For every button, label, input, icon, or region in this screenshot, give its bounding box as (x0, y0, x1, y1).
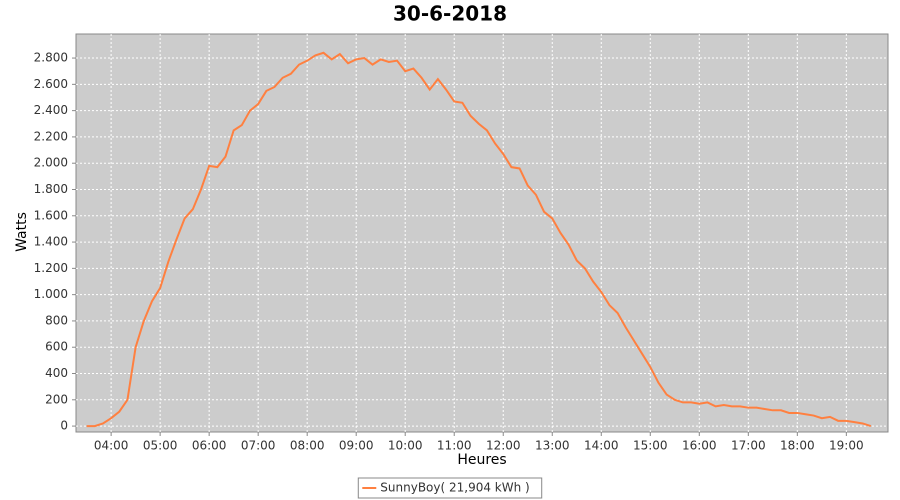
chart-title: 30-6-2018 (393, 2, 507, 26)
x-tick-label: 09:00 (339, 439, 374, 453)
y-tick-label: 800 (45, 313, 68, 327)
y-tick-label: 2.800 (34, 51, 68, 65)
data-line (86, 51, 872, 428)
x-tick-label: 10:00 (388, 439, 423, 453)
y-axis-label: Watts (14, 212, 30, 252)
legend: SunnyBoy( 21,904 kWh ) (357, 477, 543, 499)
y-tick-label: 1.200 (34, 261, 68, 275)
x-tick-label: 18:00 (780, 439, 815, 453)
y-tick-label: 2.600 (34, 77, 68, 91)
y-tick-label: 600 (45, 340, 68, 354)
y-tick-label: 1.000 (34, 287, 68, 301)
x-tick-label: 16:00 (682, 439, 717, 453)
x-tick-label: 13:00 (535, 439, 570, 453)
x-tick-label: 12:00 (486, 439, 521, 453)
x-tick-label: 05:00 (143, 439, 178, 453)
y-tick-label: 0 (60, 419, 68, 433)
plot-area (75, 33, 889, 433)
x-tick-label: 14:00 (584, 439, 619, 453)
x-tick-label: 15:00 (633, 439, 668, 453)
y-tick-label: 2.000 (34, 156, 68, 170)
y-tick-label: 1.800 (34, 182, 68, 196)
y-tick-label: 1.400 (34, 235, 68, 249)
legend-box (357, 477, 543, 499)
x-tick-label: 06:00 (192, 439, 227, 453)
x-tick-label: 19:00 (829, 439, 864, 453)
legend-label: SunnyBoy( 21,904 kWh ) (380, 481, 529, 495)
y-tick-label: 2.400 (34, 103, 68, 117)
x-tick-label: 17:00 (731, 439, 766, 453)
y-tick-label: 1.600 (34, 208, 68, 222)
x-tick-label: 08:00 (290, 439, 325, 453)
x-axis-label: Heures (457, 452, 506, 468)
y-tick-label: 2.200 (34, 129, 68, 143)
y-tick-label: 400 (45, 366, 68, 380)
x-tick-label: 11:00 (437, 439, 472, 453)
x-tick-label: 04:00 (94, 439, 129, 453)
y-tick-label: 200 (45, 392, 68, 406)
x-tick-label: 07:00 (241, 439, 276, 453)
